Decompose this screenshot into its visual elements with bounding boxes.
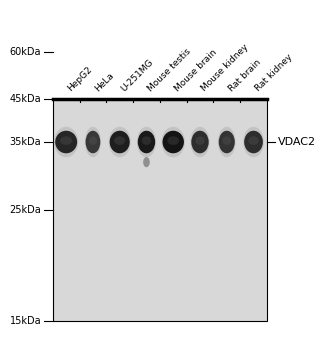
Ellipse shape [222,136,231,145]
Ellipse shape [218,127,236,157]
Ellipse shape [219,131,235,153]
Ellipse shape [195,136,205,145]
Ellipse shape [138,131,155,153]
Ellipse shape [55,131,77,153]
Text: 25kDa: 25kDa [10,205,41,215]
Ellipse shape [85,131,100,153]
Ellipse shape [244,131,263,153]
Text: 60kDa: 60kDa [10,47,41,57]
Text: U-251MG: U-251MG [120,58,155,93]
Ellipse shape [243,127,264,157]
Text: 45kDa: 45kDa [10,93,41,104]
Ellipse shape [142,136,151,145]
Text: Rat brain: Rat brain [227,58,263,93]
FancyBboxPatch shape [53,99,267,321]
Text: 35kDa: 35kDa [10,137,41,147]
Ellipse shape [162,131,184,153]
Ellipse shape [54,127,78,157]
Ellipse shape [114,136,125,145]
Text: 15kDa: 15kDa [10,316,41,326]
Ellipse shape [161,127,185,157]
Text: Mouse brain: Mouse brain [173,48,219,93]
Text: HepG2: HepG2 [66,65,94,93]
Ellipse shape [190,127,210,157]
Ellipse shape [110,131,130,153]
Ellipse shape [89,136,97,145]
Ellipse shape [137,127,156,157]
Text: Rat kidney: Rat kidney [254,53,294,93]
Text: Mouse kidney: Mouse kidney [200,43,250,93]
Ellipse shape [109,127,131,157]
Text: HeLa: HeLa [93,71,115,93]
Ellipse shape [60,136,72,145]
Ellipse shape [249,136,259,145]
Ellipse shape [167,136,179,145]
Text: VDAC2: VDAC2 [278,137,316,147]
Ellipse shape [191,131,209,153]
Ellipse shape [85,127,101,157]
Text: Mouse testis: Mouse testis [146,47,193,93]
Ellipse shape [143,157,150,167]
